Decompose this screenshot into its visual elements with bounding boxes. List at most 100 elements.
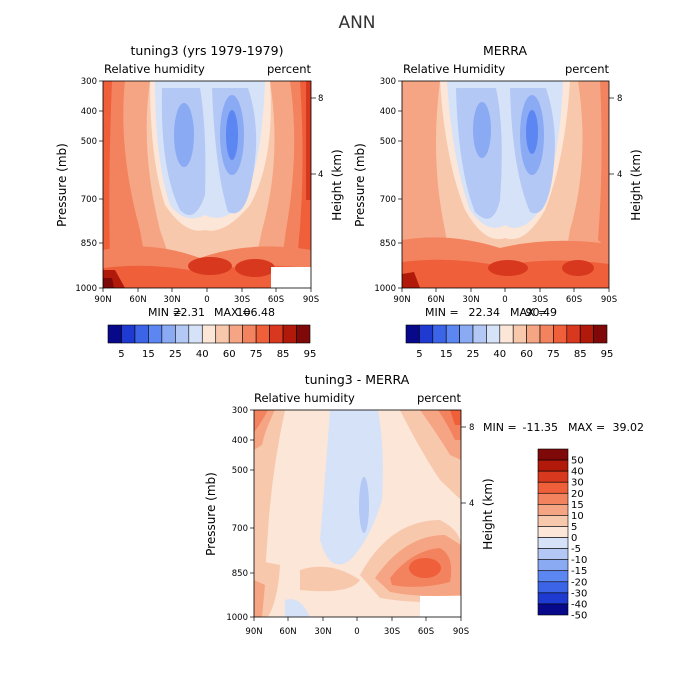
contour-field	[254, 410, 461, 617]
x-tick-label: 60S	[268, 295, 284, 305]
colorbar-swatch	[579, 324, 594, 344]
colorbar-swatch	[242, 324, 257, 344]
x-axis: 90N 60N 30N 0 30S 60S 90S	[393, 288, 617, 305]
figure-title: ANN	[338, 13, 375, 33]
colorbar-label: 15	[142, 349, 155, 360]
panel-title: tuning3 - MERRA	[305, 372, 410, 387]
colorbar-label: -50	[571, 611, 587, 622]
x-tick-label: 30N	[462, 295, 479, 305]
y-tick-label: 850	[380, 239, 396, 249]
y-tick-label: 1000	[75, 284, 97, 294]
x-tick-label: 30S	[532, 295, 548, 305]
colorbar-swatch	[282, 324, 297, 344]
colorbar-label: 0	[571, 533, 577, 544]
max-value: 90.49	[526, 306, 558, 319]
max-label: MAX =	[510, 306, 547, 319]
colorbar-label: 85	[277, 349, 290, 360]
y-axis-label: Pressure (mb)	[55, 143, 69, 227]
x-tick-label: 90S	[303, 295, 319, 305]
colorbar-swatch	[432, 324, 447, 344]
colorbar-swatch	[228, 324, 243, 344]
x-tick-label: 90S	[453, 627, 469, 637]
units-label: percent	[267, 62, 312, 76]
colorbar-label: -5	[571, 544, 581, 555]
colorbar-swatch	[459, 324, 474, 344]
colorbar-label: -30	[571, 588, 587, 599]
contour-field	[103, 81, 311, 288]
colorbar-swatch	[537, 548, 569, 560]
y-tick-label: 1000	[374, 284, 396, 294]
colorbar-swatch	[537, 459, 569, 472]
y-axis-label-right: Height (km)	[481, 478, 495, 549]
colorbar-swatch	[537, 504, 569, 516]
colorbar-swatch	[472, 324, 487, 344]
min-label: MIN =	[148, 306, 182, 319]
y-axis-right: 8 4 Height (km)	[461, 423, 495, 550]
colorbar-swatch	[121, 324, 136, 344]
x-tick-label: 60N	[427, 295, 444, 305]
y-tick-label: 700	[81, 195, 97, 205]
y-axis-label: Pressure (mb)	[204, 472, 218, 556]
colorbar-label: 30	[571, 478, 584, 489]
colorbar-swatch	[593, 324, 608, 344]
y-right-tick-label: 4	[617, 170, 622, 180]
y-tick-label: 300	[232, 406, 248, 416]
colorbar-label: 40	[571, 467, 584, 478]
x-tick-label: 60S	[566, 295, 582, 305]
x-tick-label: 90N	[393, 295, 410, 305]
x-tick-label: 90N	[94, 295, 111, 305]
colorbar-label: 40	[196, 349, 209, 360]
colorbar-swatch	[537, 592, 569, 605]
y-tick-label: 300	[81, 77, 97, 87]
colorbar-swatch	[537, 559, 569, 572]
x-tick-label: 0	[204, 295, 209, 305]
x-tick-label: 30S	[234, 295, 250, 305]
y-tick-label: 1000	[226, 613, 248, 623]
y-axis-label-right: Height (km)	[629, 149, 643, 220]
colorbar-swatch	[512, 324, 527, 344]
colorbar-label: -20	[571, 577, 587, 588]
x-tick-label: 60S	[418, 627, 434, 637]
min-value: 22.31	[174, 306, 206, 319]
colorbar-label: 40	[493, 349, 506, 360]
y-tick-label: 850	[81, 239, 97, 249]
max-value: 106.48	[237, 306, 276, 319]
colorbar-swatch	[537, 448, 569, 461]
min-value: -11.35	[523, 421, 558, 434]
panel-reanalysis: MERRA Relative Humidity percent	[353, 43, 643, 360]
colorbar-label: 15	[440, 349, 453, 360]
colorbar-label: 60	[520, 349, 533, 360]
variable-label: Relative humidity	[254, 391, 355, 405]
y-axis-label-right: Height (km)	[330, 149, 344, 220]
colorbar-swatch	[134, 324, 149, 344]
min-max-readout: MIN = 22.34 MAX = 90.49	[425, 306, 557, 319]
colorbar-swatch	[537, 481, 569, 494]
colorbar-label: 5	[118, 349, 124, 360]
colorbar-label: -15	[571, 566, 587, 577]
y-tick-label: 700	[380, 195, 396, 205]
colorbar: 5 15 25 40 60 75 85 95	[405, 324, 613, 360]
colorbar-label: 75	[547, 349, 560, 360]
y-tick-label: 500	[380, 137, 396, 147]
colorbar-swatch	[537, 526, 569, 538]
colorbar-swatch	[148, 324, 163, 344]
y-axis-left: 300 400 500 700 850 1000 Pressure (mb)	[204, 406, 254, 623]
y-tick-label: 700	[232, 524, 248, 534]
panel-difference: tuning3 - MERRA Relative humidity percen…	[204, 372, 644, 637]
y-tick-label: 500	[81, 137, 97, 147]
colorbar-swatch	[537, 470, 569, 483]
min-label: MIN =	[425, 306, 459, 319]
y-right-tick-label: 8	[617, 94, 622, 104]
colorbar-swatch	[269, 324, 284, 344]
colorbar-swatch	[445, 324, 460, 344]
x-tick-label: 0	[502, 295, 507, 305]
y-tick-label: 300	[380, 77, 396, 87]
y-tick-label: 400	[380, 107, 396, 117]
colorbar-swatch	[537, 581, 569, 594]
x-tick-label: 30S	[384, 627, 400, 637]
y-right-tick-label: 8	[318, 94, 323, 104]
colorbar-swatch	[537, 603, 569, 616]
max-label: MAX =	[214, 306, 251, 319]
colorbar-swatch	[499, 324, 514, 344]
